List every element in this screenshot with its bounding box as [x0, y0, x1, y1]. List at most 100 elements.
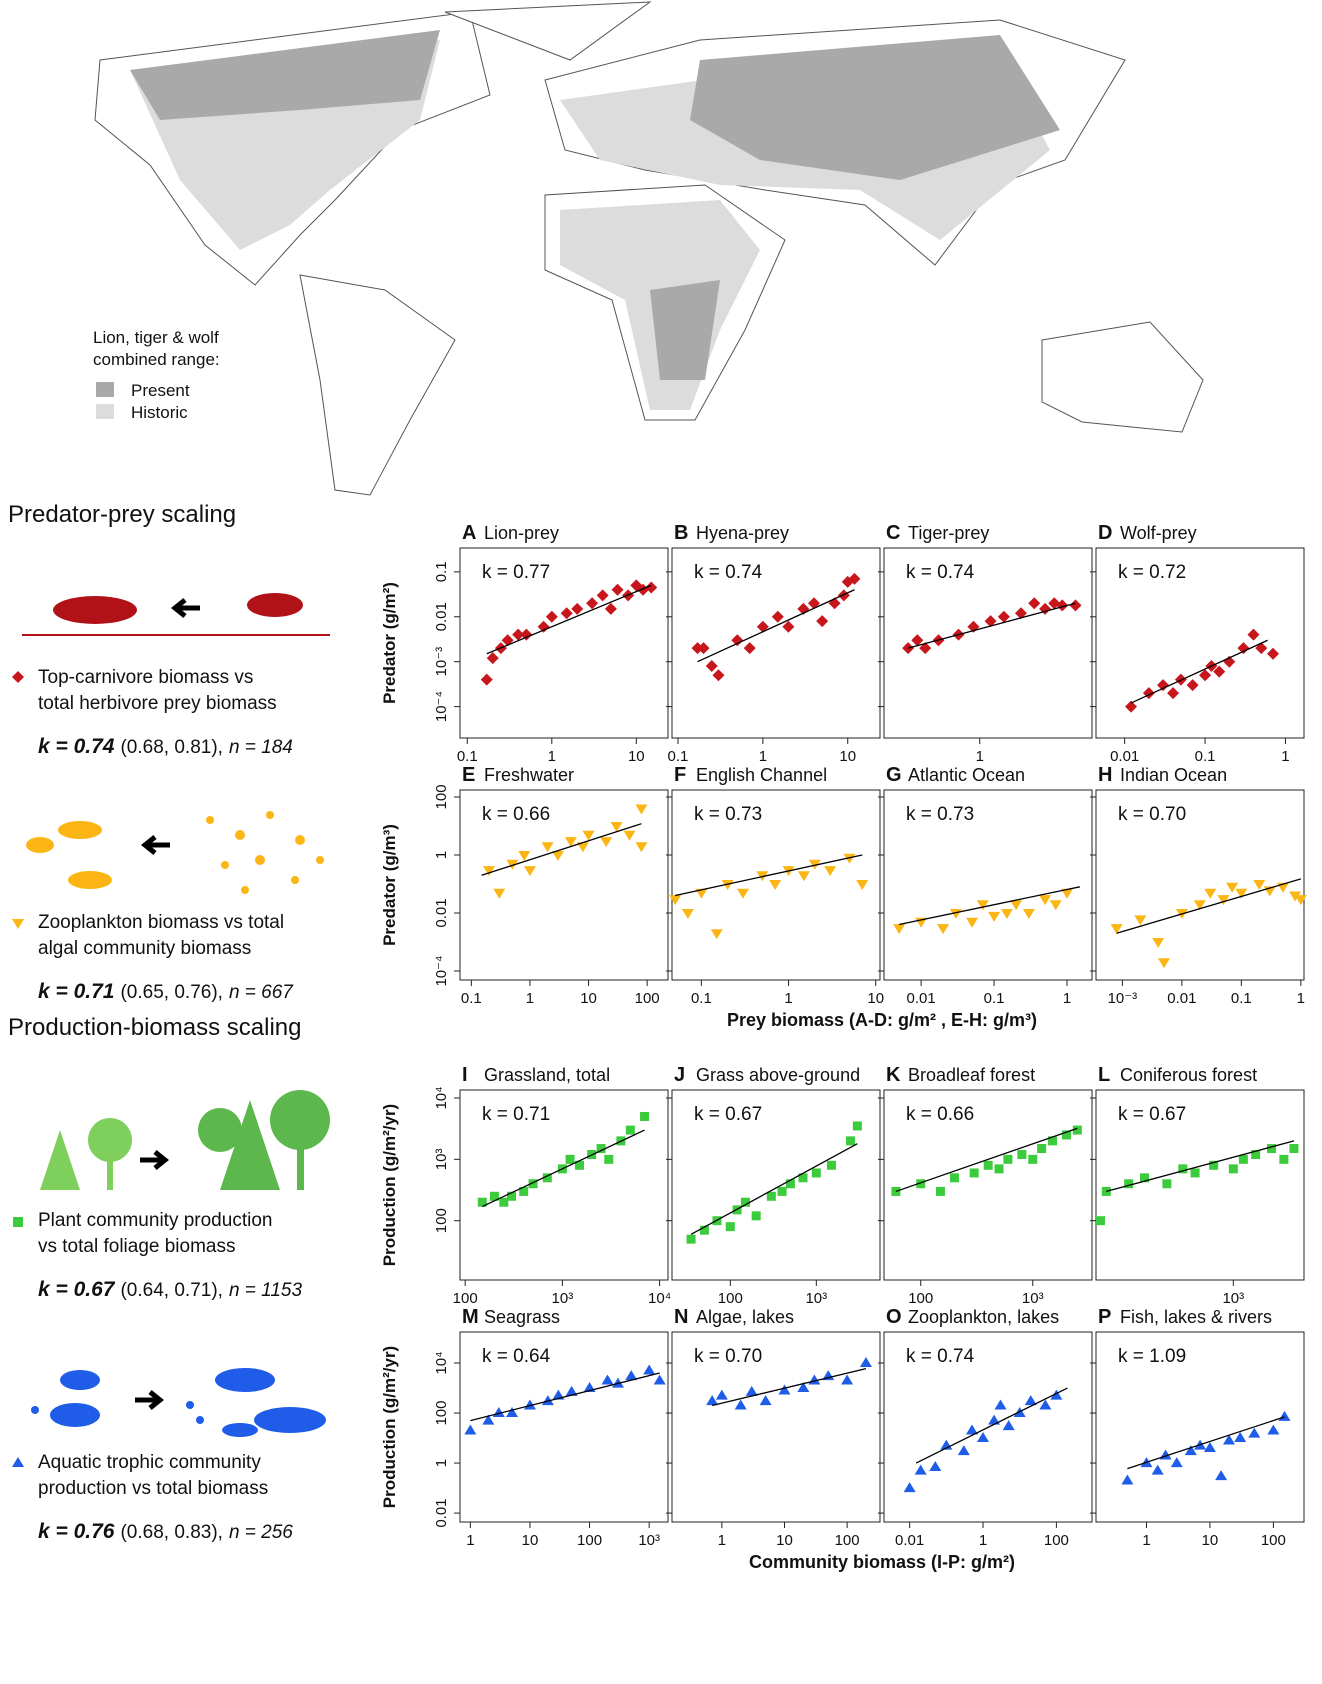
world-map	[95, 2, 1203, 495]
y-tick-label: 0.01	[433, 1498, 450, 1527]
data-point	[1215, 1470, 1227, 1480]
data-point	[966, 918, 978, 928]
panel-letter: B	[674, 522, 688, 544]
k-label: k = 0.71	[482, 1104, 550, 1125]
fit-line	[712, 1369, 866, 1406]
y-tick-label: 10⁴	[433, 1351, 450, 1374]
y-tick-label: 1	[433, 851, 450, 859]
legend-marker	[12, 919, 24, 929]
data-point	[1253, 880, 1265, 890]
data-point	[726, 1222, 735, 1231]
data-point	[654, 1375, 666, 1385]
panel-title: Lion-prey	[484, 523, 559, 543]
predator-icon	[53, 596, 137, 624]
data-point	[1255, 642, 1267, 654]
x-tick-label: 0.1	[668, 748, 689, 765]
k-label: k = 1.09	[1118, 1346, 1186, 1367]
x-tick-label: 10³	[552, 1290, 574, 1307]
x-tick-label: 10⁴	[648, 1290, 671, 1307]
x-tick-label: 1	[1142, 1532, 1150, 1549]
data-point	[970, 1168, 979, 1177]
y-tick-label: 10⁻⁴	[433, 691, 450, 722]
k-summary: k = 0.74(0.68, 0.81),n = 184	[38, 735, 293, 758]
k-label: k = 0.77	[482, 562, 550, 583]
data-point	[597, 589, 609, 601]
data-point	[988, 1415, 1000, 1425]
x-tick-label: 10	[1202, 1532, 1219, 1549]
x-tick-label: 10³	[1022, 1290, 1044, 1307]
x-tick-label: 100	[908, 1290, 933, 1307]
data-point	[1191, 1168, 1200, 1177]
section-heading: Predator-prey scaling	[8, 501, 236, 528]
data-point	[612, 584, 624, 596]
data-point	[984, 1161, 993, 1170]
x-tick-label: 1	[1281, 748, 1289, 765]
page: Lion, tiger & wolf combined range: Prese…	[0, 0, 1322, 1684]
data-point	[812, 1168, 821, 1177]
k-value: k = 0.71	[38, 980, 114, 1003]
data-point	[1134, 915, 1146, 925]
data-point	[1010, 900, 1022, 910]
sample-size: n = 184	[229, 737, 293, 758]
data-point	[988, 912, 1000, 922]
data-point	[1247, 629, 1259, 641]
data-point	[464, 1425, 476, 1435]
data-point	[600, 837, 612, 847]
legend-swatch	[96, 404, 114, 419]
panel-title: Grassland, total	[484, 1065, 610, 1085]
x-tick-label: 10	[628, 748, 645, 765]
data-point	[772, 611, 784, 623]
data-point	[1121, 1475, 1133, 1485]
panel-letter: A	[462, 522, 476, 544]
panel-title: Tiger-prey	[908, 523, 989, 543]
data-point	[769, 880, 781, 890]
arrow	[175, 600, 200, 616]
x-tick-label: 10⁻³	[1108, 990, 1138, 1007]
data-point	[977, 900, 989, 910]
data-point	[936, 1187, 945, 1196]
panel-letter: N	[674, 1306, 688, 1328]
data-point	[1158, 958, 1170, 968]
k-label: k = 0.73	[906, 804, 974, 825]
data-point	[1023, 909, 1035, 919]
x-tick-label: 0.1	[1195, 748, 1216, 765]
x-axis-label: Community biomass (I-P: g/m²)	[749, 1552, 1015, 1572]
data-point	[706, 660, 718, 672]
panel-title: Broadleaf forest	[908, 1065, 1035, 1085]
x-tick-label: 10³	[638, 1532, 660, 1549]
data-point	[1204, 889, 1216, 899]
arrow	[135, 1392, 160, 1408]
data-point	[1096, 1216, 1105, 1225]
k-label: k = 0.70	[694, 1346, 762, 1367]
k-value: k = 0.67	[38, 1278, 116, 1301]
y-tick-label: 10⁴	[433, 1086, 450, 1109]
description: Top-carnivore biomass vs	[38, 667, 253, 688]
data-point	[1248, 1428, 1260, 1438]
panel-letter: F	[674, 764, 686, 786]
k-interval: (0.68, 0.81),	[120, 737, 222, 758]
legend-marker	[13, 1217, 23, 1227]
x-tick-label: 10³	[1222, 1290, 1244, 1307]
data-point	[1229, 1164, 1238, 1173]
data-point	[977, 1432, 989, 1442]
x-tick-label: 100	[1261, 1532, 1286, 1549]
landmass	[300, 275, 455, 495]
data-point	[640, 1112, 649, 1121]
data-point	[624, 831, 636, 841]
data-point	[538, 621, 550, 633]
x-tick-label: 1	[1063, 990, 1071, 1007]
panel-letter: L	[1098, 1064, 1110, 1086]
panel-letter: G	[886, 764, 902, 786]
data-point	[1289, 1144, 1298, 1153]
data-point	[1187, 679, 1199, 691]
description: production vs total biomass	[38, 1478, 268, 1499]
k-label: k = 0.74	[694, 562, 763, 583]
data-point	[915, 1465, 927, 1475]
data-point	[586, 597, 598, 609]
y-tick-label: 0.1	[433, 561, 450, 582]
data-point	[1069, 599, 1081, 611]
x-tick-label: 1	[979, 1532, 987, 1549]
y-tick-label: 10³	[433, 1149, 450, 1171]
y-tick-label: 10⁻⁴	[433, 955, 450, 986]
x-tick-label: 10	[867, 990, 884, 1007]
